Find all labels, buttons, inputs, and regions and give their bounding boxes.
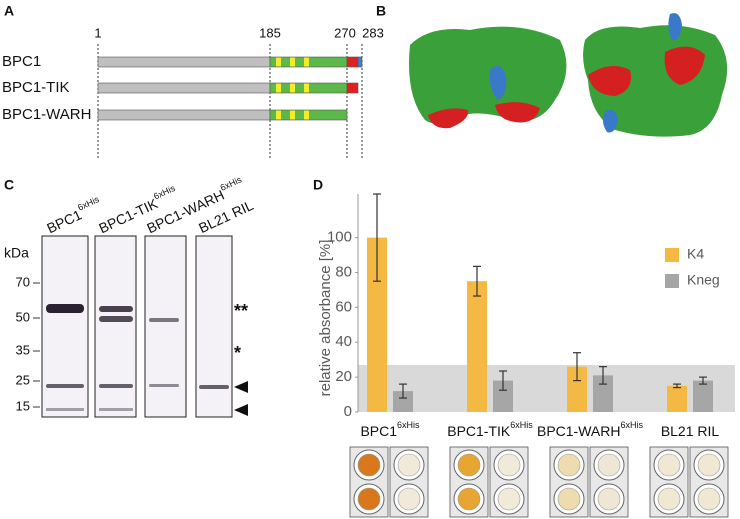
- band-annotation: **: [234, 301, 248, 321]
- panel-label: A: [4, 3, 14, 19]
- x-tick-label: BL21 RIL: [661, 423, 720, 439]
- well-liquid: [357, 487, 381, 511]
- error-bar: [373, 193, 381, 282]
- protein-structures: [409, 13, 728, 137]
- well-liquid: [557, 453, 581, 477]
- well-liquid: [457, 487, 481, 511]
- well-liquid: [697, 453, 721, 477]
- bar: [693, 380, 713, 412]
- category-superscript: 6xHis: [510, 420, 533, 430]
- marker-label: 15: [16, 398, 30, 413]
- bar: [567, 366, 587, 412]
- unit-label: kDa: [4, 245, 29, 261]
- bar: [467, 281, 487, 412]
- well-liquid: [657, 453, 681, 477]
- y-tick-label: 20: [335, 368, 352, 385]
- error-bar: [599, 366, 607, 385]
- bar: [493, 380, 513, 412]
- well-liquid: [357, 453, 381, 477]
- band-annotation: *: [234, 343, 241, 363]
- well-liquid: [597, 487, 621, 511]
- legend-label: Kneg: [687, 272, 720, 288]
- well-liquid: [557, 487, 581, 511]
- construct-label: BPC1-WARH: [2, 106, 91, 123]
- error-bar: [699, 376, 707, 385]
- error-bar: [473, 265, 481, 297]
- legend-swatch: [665, 248, 679, 262]
- category-superscript: 6xHis: [620, 420, 643, 430]
- legend-swatch: [665, 274, 679, 288]
- position-label: 283: [362, 25, 384, 40]
- category-name: BL21 RIL: [661, 423, 720, 439]
- domain-map: 1 185 270 283 BPC1 BPC1-TIK BPC1-WARH: [2, 25, 384, 160]
- error-bar: [399, 383, 407, 399]
- well-liquid: [697, 487, 721, 511]
- well-liquid: [497, 453, 521, 477]
- well-liquid: [597, 453, 621, 477]
- bar: [393, 391, 413, 412]
- well-liquid: [397, 453, 421, 477]
- marker-label: 70: [16, 274, 30, 289]
- panel-label: B: [376, 3, 386, 19]
- legend-label: K4: [687, 246, 704, 262]
- y-axis-label: relative absorbance [%]: [317, 240, 334, 397]
- category-name: BPC1-WARH: [537, 423, 621, 439]
- y-tick-label: 100: [327, 229, 352, 246]
- category-name: BPC1: [360, 423, 397, 439]
- bar: [593, 375, 613, 412]
- construct-label: BPC1: [2, 53, 41, 70]
- panel-label: C: [4, 177, 14, 193]
- error-bar: [499, 370, 507, 391]
- error-bar: [573, 352, 581, 382]
- error-bar: [673, 383, 681, 389]
- well-liquid: [397, 487, 421, 511]
- y-tick-label: 80: [335, 263, 352, 280]
- y-tick-label: 60: [335, 298, 352, 315]
- y-tick-label: 40: [335, 333, 352, 350]
- well-liquid: [497, 487, 521, 511]
- x-tick-label: BPC1-WARH6xHis: [537, 420, 644, 438]
- x-tick-label: BPC1-TIK6xHis: [447, 420, 533, 438]
- lane-label: BPC16xHis: [43, 194, 105, 236]
- y-tick-label: 0: [344, 403, 352, 420]
- position-label: 1: [94, 25, 101, 40]
- position-label: 185: [259, 25, 281, 40]
- well-liquid: [457, 453, 481, 477]
- well-images: [349, 446, 729, 518]
- panel-label: D: [313, 177, 323, 193]
- well-liquid: [657, 487, 681, 511]
- western-blot: BPC16xHis BPC1-TIK6xHis BPC1-WARH6xHis B…: [4, 174, 256, 418]
- x-tick-label: BPC16xHis: [360, 420, 420, 438]
- marker-label: 50: [16, 309, 30, 324]
- bar: [667, 385, 687, 412]
- bar: [367, 237, 387, 412]
- construct-label: BPC1-TIK: [2, 79, 70, 96]
- category-superscript: 6xHis: [397, 420, 420, 430]
- marker-label: 25: [16, 372, 30, 387]
- marker-label: 35: [16, 342, 30, 357]
- category-name: BPC1-TIK: [447, 423, 511, 439]
- position-label: 270: [334, 25, 356, 40]
